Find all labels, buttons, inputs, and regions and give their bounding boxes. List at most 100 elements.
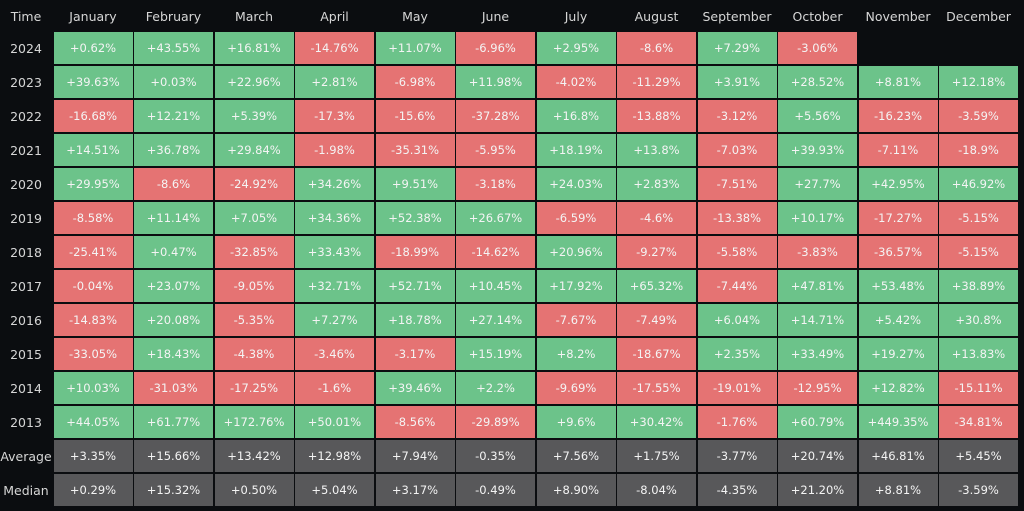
return-cell: -16.23%	[858, 100, 938, 132]
return-cell: -8.56%	[375, 406, 455, 438]
summary-cell: +8.90%	[536, 474, 616, 506]
return-cell: -1.98%	[295, 134, 374, 166]
return-cell: +12.82%	[858, 372, 938, 404]
return-cell: +47.81%	[778, 270, 857, 302]
column-header-february: February	[145, 8, 202, 24]
return-cell: -17.25%	[214, 372, 294, 404]
return-cell: -4.6%	[617, 202, 696, 234]
return-cell: -6.59%	[536, 202, 616, 234]
return-cell: +11.14%	[134, 202, 213, 234]
summary-cell: +5.04%	[295, 474, 374, 506]
row-label-average: Average	[0, 448, 52, 464]
column-header-december: December	[946, 8, 1011, 24]
return-cell: +3.91%	[697, 66, 777, 98]
return-cell: +2.81%	[295, 66, 374, 98]
row-label-2019: 2019	[10, 210, 42, 226]
column-header-may: May	[402, 8, 428, 24]
return-cell: +39.93%	[778, 134, 857, 166]
return-cell: -33.05%	[53, 338, 133, 370]
summary-cell: +3.17%	[375, 474, 455, 506]
return-cell: +46.92%	[939, 168, 1018, 200]
return-cell: -17.55%	[617, 372, 696, 404]
return-cell: +61.77%	[134, 406, 213, 438]
return-cell: +18.19%	[536, 134, 616, 166]
return-cell: -29.89%	[456, 406, 535, 438]
return-cell: +2.2%	[456, 372, 535, 404]
summary-cell: -8.04%	[617, 474, 696, 506]
return-cell: -25.41%	[53, 236, 133, 268]
summary-cell: +0.50%	[214, 474, 294, 506]
return-cell: +7.27%	[295, 304, 374, 336]
return-cell: +6.04%	[697, 304, 777, 336]
return-cell: +22.96%	[214, 66, 294, 98]
return-cell: +23.07%	[134, 270, 213, 302]
row-label-2022: 2022	[10, 108, 42, 124]
return-cell: +5.42%	[858, 304, 938, 336]
row-label-2014: 2014	[10, 380, 42, 396]
return-cell: -17.3%	[295, 100, 374, 132]
return-cell: -6.96%	[456, 32, 535, 64]
summary-cell: +1.75%	[617, 440, 696, 472]
summary-cell: +13.42%	[214, 440, 294, 472]
row-label-2017: 2017	[10, 278, 42, 294]
return-cell: -19.01%	[697, 372, 777, 404]
return-cell: +12.18%	[939, 66, 1018, 98]
return-cell: +28.52%	[778, 66, 857, 98]
return-cell: +0.03%	[134, 66, 213, 98]
summary-cell: -3.77%	[697, 440, 777, 472]
return-cell: +8.2%	[536, 338, 616, 370]
column-header-june: June	[481, 8, 510, 24]
return-cell: -3.17%	[375, 338, 455, 370]
return-cell: -35.31%	[375, 134, 455, 166]
column-header-july: July	[564, 8, 588, 24]
return-cell: -7.49%	[617, 304, 696, 336]
return-cell: +2.83%	[617, 168, 696, 200]
return-cell: -8.6%	[134, 168, 213, 200]
empty-cell	[859, 32, 938, 64]
summary-cell: +15.32%	[134, 474, 213, 506]
return-cell: +8.81%	[858, 66, 938, 98]
return-cell: +44.05%	[53, 406, 133, 438]
return-cell: +38.89%	[939, 270, 1018, 302]
return-cell: +2.35%	[697, 338, 777, 370]
summary-cell: +15.66%	[134, 440, 213, 472]
column-header-march: March	[234, 8, 274, 24]
return-cell: +0.62%	[53, 32, 133, 64]
return-cell: -31.03%	[134, 372, 213, 404]
summary-cell: +3.35%	[53, 440, 133, 472]
return-cell: +14.71%	[778, 304, 857, 336]
column-header-august: August	[634, 8, 679, 24]
return-cell: -15.6%	[375, 100, 455, 132]
return-cell: +10.45%	[456, 270, 535, 302]
return-cell: +60.79%	[778, 406, 857, 438]
row-label-2020: 2020	[10, 176, 42, 192]
return-cell: +26.67%	[456, 202, 535, 234]
return-cell: -18.67%	[617, 338, 696, 370]
return-cell: +53.48%	[858, 270, 938, 302]
return-cell: +10.17%	[778, 202, 857, 234]
row-label-2024: 2024	[10, 40, 42, 56]
return-cell: +29.95%	[53, 168, 133, 200]
summary-cell: +46.81%	[858, 440, 938, 472]
summary-cell: +7.94%	[375, 440, 455, 472]
return-cell: -5.15%	[939, 202, 1018, 234]
return-cell: +33.49%	[778, 338, 857, 370]
return-cell: +29.84%	[214, 134, 294, 166]
return-cell: +7.05%	[214, 202, 294, 234]
return-cell: +39.46%	[375, 372, 455, 404]
return-cell: +15.19%	[456, 338, 535, 370]
return-cell: -36.57%	[858, 236, 938, 268]
return-cell: -5.58%	[697, 236, 777, 268]
return-cell: -9.05%	[214, 270, 294, 302]
summary-cell: +7.56%	[536, 440, 616, 472]
return-cell: -7.11%	[858, 134, 938, 166]
return-cell: +14.51%	[53, 134, 133, 166]
return-cell: +43.55%	[134, 32, 213, 64]
return-cell: +32.71%	[295, 270, 374, 302]
return-cell: -1.76%	[697, 406, 777, 438]
return-cell: +34.36%	[295, 202, 374, 234]
return-cell: +30.8%	[939, 304, 1018, 336]
return-cell: -4.02%	[536, 66, 616, 98]
return-cell: -0.04%	[53, 270, 133, 302]
return-cell: +50.01%	[295, 406, 374, 438]
